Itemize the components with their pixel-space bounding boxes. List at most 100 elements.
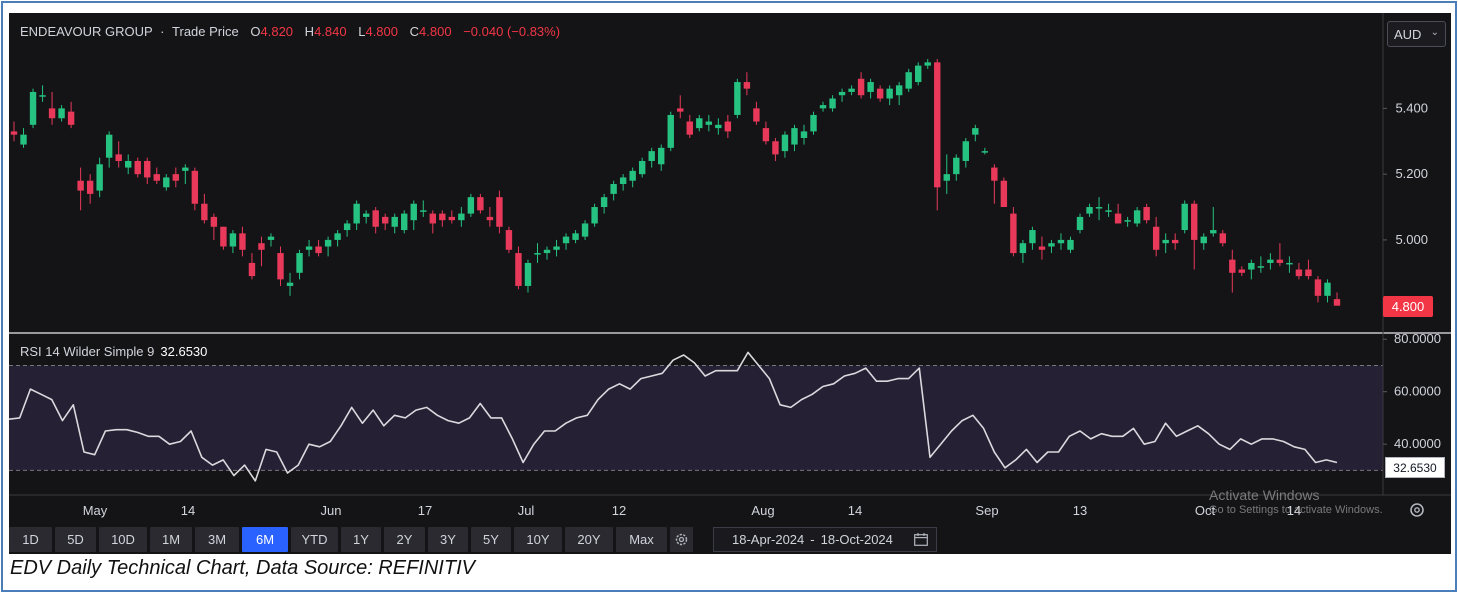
candle-body [753, 108, 760, 122]
candle-body [1305, 269, 1312, 277]
candle-body [10, 131, 18, 135]
symbol-name: ENDEAVOUR GROUP [20, 24, 153, 39]
candle-body [743, 82, 751, 89]
candle-body [600, 197, 608, 208]
candle-body [534, 253, 541, 255]
candle-body [134, 160, 141, 175]
timeframe-button-10d[interactable]: 10D [99, 527, 147, 552]
candle-body [401, 213, 408, 231]
time-axis-label: Jul [518, 503, 535, 518]
timeframe-button-3y[interactable]: 3Y [428, 527, 468, 552]
candle-body [486, 216, 494, 221]
low-value: 4.800 [365, 24, 399, 39]
currency-selector[interactable]: AUD ⌄ [1387, 21, 1446, 47]
candle-body [391, 216, 398, 227]
candle-body [1257, 266, 1265, 268]
rsi-value: 32.6530 [160, 344, 208, 359]
timeframe-button-1m[interactable]: 1M [150, 527, 192, 552]
candle-body [848, 88, 855, 92]
time-axis-label: Aug [751, 503, 774, 518]
candle-body [1133, 210, 1141, 224]
candle-body [1200, 236, 1207, 244]
candle-body [1067, 239, 1074, 250]
candle-body [772, 141, 779, 155]
toolbar-settings-button[interactable] [670, 527, 693, 552]
candle-body [762, 128, 770, 142]
timeframe-button-20y[interactable]: 20Y [565, 527, 613, 552]
candle-body [648, 151, 655, 161]
timeframe-button-2y[interactable]: 2Y [384, 527, 425, 552]
rsi-label: RSI 14 Wilder Simple 9 [20, 344, 155, 359]
candle-body [324, 239, 332, 247]
timeframe-button-10y[interactable]: 10Y [514, 527, 562, 552]
currency-label: AUD [1394, 27, 1422, 42]
candle-body [1276, 259, 1284, 263]
watermark-line2: Go to Settings to activate Windows. [1209, 504, 1383, 516]
time-axis-label: 13 [1073, 503, 1087, 518]
candle-body [962, 141, 969, 161]
candle-body [1105, 210, 1112, 212]
candle-body [172, 174, 180, 181]
candle-body [677, 108, 684, 112]
timeframe-button-ytd[interactable]: YTD [291, 527, 338, 552]
candle-body [686, 121, 693, 135]
chart-canvas[interactable]: 5.400 5.200 5.000 80.0000 60.0000 40.0000 May 1… [9, 13, 1451, 554]
last-price-tag: 4.800 [1383, 296, 1433, 317]
candle-body [439, 213, 446, 221]
candle-body [610, 184, 617, 194]
candle-body [201, 203, 208, 221]
candle-body [591, 207, 598, 224]
candle-body [362, 213, 370, 217]
candle-body [1162, 239, 1169, 244]
rsi-line [9, 351, 1338, 482]
timeframe-button-5d[interactable]: 5D [55, 527, 96, 552]
timeframe-button-6m[interactable]: 6M [242, 527, 288, 552]
timeframe-button-1y[interactable]: 1Y [341, 527, 381, 552]
candle-body [448, 216, 456, 221]
timeframe-button-5y[interactable]: 5Y [471, 527, 511, 552]
candle-body [20, 134, 27, 145]
rsi-legend: RSI 14 Wilder Simple 9 32.6530 [20, 344, 207, 359]
candle-body [144, 160, 151, 178]
candle-body [1048, 243, 1055, 247]
rsi-tick-label: 60.0000 [1394, 384, 1441, 399]
candle-body [781, 134, 789, 152]
date-range-picker[interactable]: 18-Apr-2024-18-Oct-2024 [713, 527, 937, 552]
candle-body [353, 203, 360, 224]
candle-body [125, 160, 132, 168]
time-axis-label: May [83, 503, 108, 518]
candle-body [382, 216, 389, 224]
candle-body [1143, 207, 1150, 221]
price-tick-label: 5.200 [1395, 166, 1428, 181]
candle-body [229, 233, 237, 247]
chart-settings-icon[interactable] [1407, 500, 1427, 520]
candle-body [277, 253, 284, 280]
timeframe-button-1d[interactable]: 1D [9, 527, 52, 552]
gear-icon [675, 533, 688, 546]
candle-body [286, 282, 294, 286]
candle-body [267, 236, 275, 240]
candle-body [258, 243, 265, 250]
timeframe-button-3m[interactable]: 3M [195, 527, 239, 552]
candle-body [410, 203, 417, 221]
candle-body [496, 197, 503, 227]
candle-body [58, 108, 65, 119]
candle-body [696, 118, 703, 129]
candle-body [1171, 239, 1179, 244]
candle-body [810, 114, 817, 132]
date-separator: - [810, 532, 815, 547]
timeframe-button-max[interactable]: Max [616, 527, 667, 552]
date-from: 18-Apr-2024 [732, 532, 805, 547]
candle-body [943, 174, 950, 181]
open-value: 4.820 [260, 24, 294, 39]
candle-body [1124, 220, 1131, 222]
candle-body [1086, 207, 1093, 214]
candle-body [1229, 259, 1236, 273]
candle-body [1029, 230, 1036, 244]
candle-body [420, 210, 427, 212]
price-tick-label: 5.000 [1395, 232, 1428, 247]
candle-body [715, 124, 722, 129]
price-tick-label: 5.400 [1395, 100, 1428, 115]
candle-body [1314, 279, 1322, 296]
candle-body [1057, 239, 1065, 244]
